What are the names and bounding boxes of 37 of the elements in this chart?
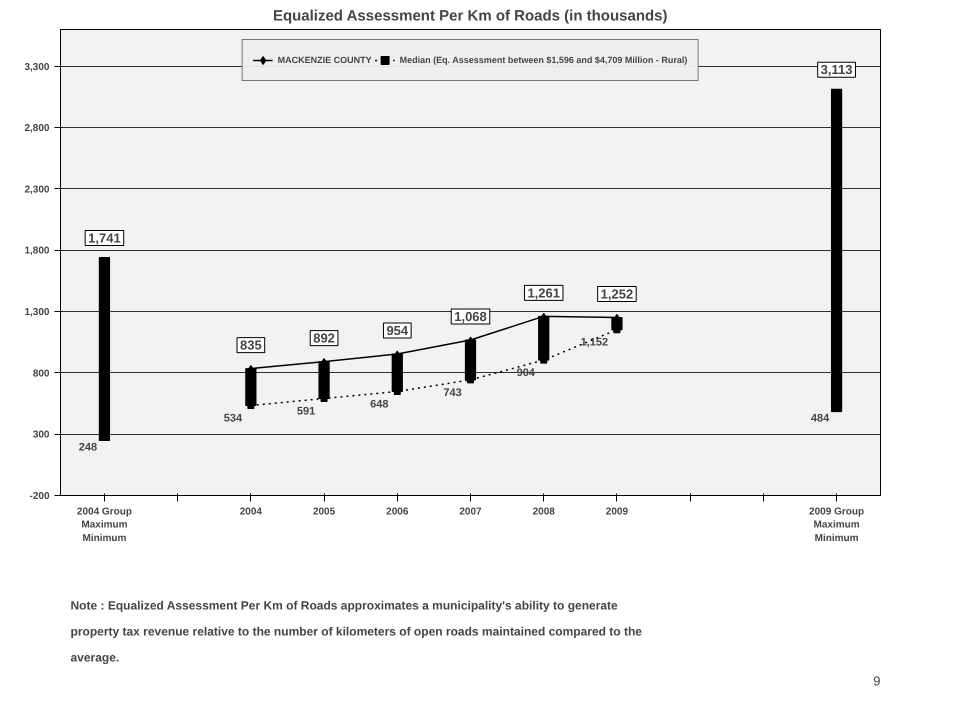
text: Note : Equalized Assessment Per Km of Roads approximates a municipality's ability to generate property tax revenue relative to the number of kilometers of open roads maintained compared to the average. [70,598,642,664]
legend-label: MACKENZIE COUNTY [278,55,372,65]
x-tick-label: 2009 Group Maximum Minimum [809,506,864,544]
x-tick-label: 2005 [312,506,336,518]
data-label: 892 [313,330,335,346]
annotation: 248 [78,442,98,454]
data-label: 1,068 [454,309,487,324]
legend-label: Median (Eq. Assessment between $1,596 and $4,709 Million - Rural) [400,55,688,65]
y-tick-label: 2,800 [24,123,50,134]
data-label: 1,261 [527,285,560,300]
y-tick-label: 3,300 [24,62,50,73]
x-tick-label: 2008 [532,506,556,518]
y-tick-label: 800 [32,368,50,380]
x-tick-label: 2004 [240,506,262,518]
chart-title: Equalized Assessment Per Km of Roads (in thousands) [272,8,668,24]
data-label: 534 [224,412,243,424]
y-tick-label: 2,300 [24,184,50,196]
annotation: 3,113 [820,62,852,78]
data-label: 954 [386,322,409,338]
y-tick-label: 300 [32,430,50,441]
y-tick-label: 1,300 [24,307,50,318]
annotation: 1,741 [88,230,121,246]
data-label: 648 [370,398,389,411]
data-label: 743 [443,386,462,399]
data-label: 835 [240,338,262,353]
annotation: 484 [810,412,830,425]
data-label: 1,252 [600,286,634,302]
y-tick-label: -200 [29,491,50,502]
bar [830,88,842,412]
x-tick-label: 2007 [459,506,482,518]
y-tick-label: 1,800 [24,246,50,257]
text: 9 [873,674,881,688]
data-label: 1,152 [580,336,608,349]
x-tick-label: 2006 [386,506,409,518]
x-tick-label: 2009 [606,506,628,518]
x-tick-label: 2004 Group Maximum Minimum [76,506,132,544]
data-label: 591 [296,406,316,418]
